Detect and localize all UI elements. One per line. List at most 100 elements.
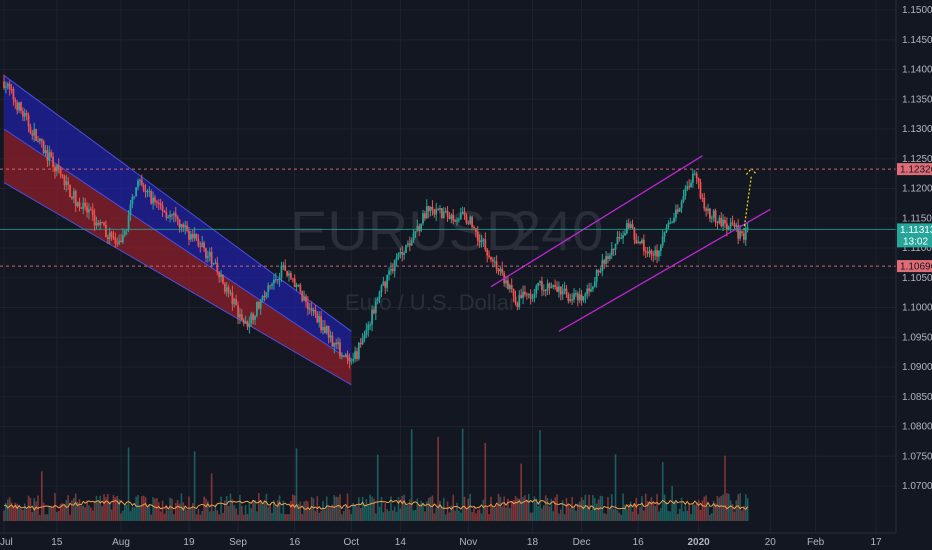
- candle-body: [591, 286, 594, 290]
- candle-body: [199, 246, 202, 248]
- candle-body: [99, 221, 102, 226]
- candle-body: [667, 223, 670, 228]
- volume-bar: [393, 506, 396, 521]
- candle-body: [688, 186, 691, 188]
- volume-bar: [644, 493, 647, 521]
- volume-bar: [229, 493, 232, 521]
- volume-bar: [688, 503, 690, 521]
- volume-bar: [135, 496, 137, 521]
- candle-body: [731, 222, 734, 224]
- volume-bar: [720, 496, 723, 521]
- volume-bar: [571, 497, 573, 521]
- candle-body: [138, 179, 141, 181]
- candle-body: [252, 313, 255, 320]
- volume-bar: [308, 509, 311, 521]
- volume-bar: [233, 505, 236, 521]
- candle-body: [425, 206, 428, 219]
- candle-body: [303, 296, 306, 301]
- candle-body: [531, 297, 534, 299]
- volume-bar: [488, 514, 490, 521]
- candle-body: [544, 289, 547, 291]
- volume-bar: [744, 494, 747, 521]
- volume-bar: [695, 502, 698, 521]
- candle-body: [297, 284, 300, 286]
- volume-bar: [459, 512, 462, 521]
- candle-body: [59, 170, 62, 175]
- volume-bar: [25, 509, 28, 521]
- volume-bar: [241, 505, 243, 521]
- volume-bar: [310, 496, 313, 521]
- volume-bar: [399, 508, 402, 521]
- volume-bar: [739, 493, 741, 521]
- volume-bar: [444, 514, 447, 521]
- candle-body: [724, 219, 726, 224]
- volume-bar: [665, 502, 668, 521]
- candle-body: [569, 299, 572, 301]
- volume-bar: [242, 514, 245, 521]
- volume-bar: [250, 508, 253, 521]
- volume-bar: [125, 504, 128, 521]
- candle-body: [512, 289, 515, 297]
- candle-body: [410, 240, 413, 246]
- volume-bar: [263, 500, 266, 521]
- volume-bar: [678, 508, 681, 521]
- volume-bar: [420, 501, 422, 521]
- volume-bar: [207, 501, 209, 521]
- volume-bar: [361, 496, 364, 521]
- candle-body: [371, 309, 373, 325]
- projection-arrow-head: [745, 167, 757, 175]
- y-tick-label: 1.11500: [902, 213, 932, 224]
- candle-body: [208, 252, 211, 257]
- candle-body: [529, 293, 532, 299]
- volume-bar: [641, 496, 643, 521]
- volume-bar: [518, 498, 521, 521]
- candle-body: [635, 239, 638, 244]
- candle-body: [742, 233, 745, 240]
- candle-body: [161, 205, 164, 211]
- candle-body: [120, 240, 122, 243]
- candle-body: [584, 294, 587, 297]
- candle-body: [401, 251, 404, 255]
- volume-bar: [684, 505, 687, 521]
- candle-body: [191, 234, 194, 239]
- volume-bar: [131, 506, 134, 521]
- candle-body: [320, 316, 322, 331]
- candle-body: [257, 301, 260, 309]
- volume-bar: [122, 510, 124, 521]
- volume-bar: [29, 497, 32, 521]
- candle-body: [561, 290, 564, 295]
- volume-bar: [448, 512, 451, 521]
- time-axis[interactable]: Jul 15 Aug 19 Sep 16 Oct 14 Nov 18 Dec 16 2020 20 Feb 1…: [0, 537, 882, 548]
- price-axis[interactable]: 1.15000 1.14500 1.14000 1.13500 1.13000 1.125…: [902, 5, 932, 492]
- y-tick-label: 1.08000: [902, 422, 932, 433]
- candle-body: [633, 227, 636, 240]
- volume-bar: [575, 510, 577, 521]
- volume-bar: [237, 514, 239, 521]
- volume-bar: [12, 507, 15, 521]
- candle-body: [693, 173, 696, 175]
- candle-body: [571, 299, 574, 301]
- candle-body: [548, 283, 551, 288]
- candle-body: [614, 244, 617, 250]
- candle-body: [510, 284, 513, 290]
- candle-body: [114, 238, 117, 244]
- volume-bar: [616, 510, 619, 521]
- candle-body: [267, 285, 270, 293]
- volume-bar: [612, 508, 615, 521]
- candle-body: [42, 141, 45, 153]
- candle-body: [163, 210, 166, 212]
- candle-body: [493, 261, 496, 263]
- volume-bar: [409, 499, 411, 521]
- candle-body: [556, 286, 558, 292]
- candle-body: [301, 291, 304, 301]
- candle-body: [378, 291, 381, 299]
- candle-body: [518, 295, 521, 308]
- volume-bar: [405, 505, 407, 521]
- candle-body: [393, 260, 396, 272]
- volume-bar: [467, 498, 470, 521]
- volume-bar: [565, 497, 568, 521]
- candlestick-series: [3, 74, 749, 369]
- volume-bar: [99, 495, 102, 521]
